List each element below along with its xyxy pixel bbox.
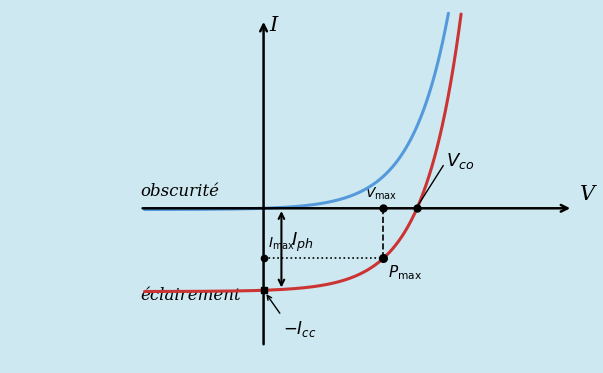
Text: $I_{ph}$: $I_{ph}$ [291,231,314,254]
Text: V: V [580,185,595,204]
Text: $P_{\rm max}$: $P_{\rm max}$ [388,263,422,282]
Text: I: I [270,16,278,35]
Text: $-I_{cc}$: $-I_{cc}$ [283,319,316,339]
Text: obscurité: obscurité [140,183,219,200]
Text: $V_{\rm max}$: $V_{\rm max}$ [365,186,397,202]
Text: éclairement: éclairement [140,287,241,304]
Text: $V_{co}$: $V_{co}$ [446,151,474,171]
Text: $I_{\rm max}$: $I_{\rm max}$ [268,236,295,252]
